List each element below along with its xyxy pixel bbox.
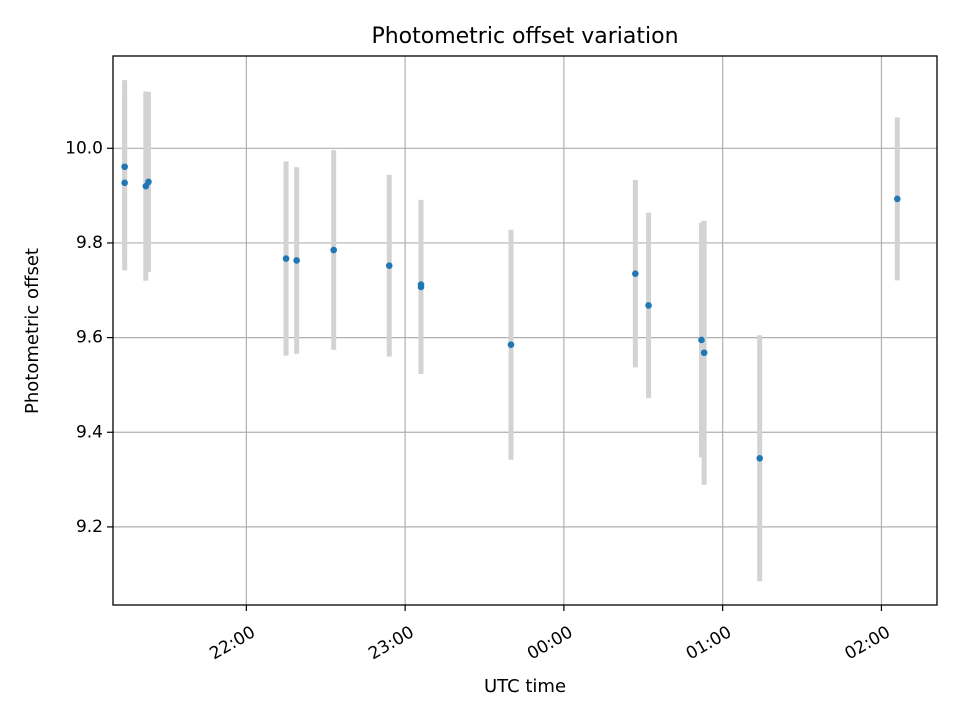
data-point — [894, 195, 901, 203]
y-axis-label: Photometric offset — [22, 248, 43, 414]
data-point — [417, 281, 425, 288]
y-tick-label: 9.8 — [76, 233, 103, 253]
plot-area-frame — [112, 55, 938, 606]
data-point — [700, 349, 708, 357]
y-tick-label: 9.2 — [76, 517, 103, 537]
data-point — [145, 178, 152, 186]
chart-title: Photometric offset variation — [371, 24, 678, 49]
data-points — [121, 163, 901, 462]
data-point — [385, 262, 393, 269]
y-axis-ticks: 9.2 9.4 9.6 9.8 10.0 — [65, 138, 113, 537]
x-axis-label: UTC time — [484, 676, 566, 697]
data-point — [645, 302, 652, 309]
data-point — [121, 163, 128, 171]
data-point — [756, 454, 764, 462]
data-point — [632, 270, 639, 278]
y-tick-label: 9.4 — [76, 422, 103, 442]
data-point — [507, 341, 515, 348]
grid — [113, 56, 937, 605]
data-point — [293, 257, 300, 264]
data-point — [282, 255, 290, 262]
y-tick-label: 9.6 — [76, 328, 103, 348]
y-tick-label: 10.0 — [65, 138, 103, 158]
data-point — [698, 336, 705, 344]
data-point — [121, 179, 128, 187]
data-point — [330, 246, 337, 254]
